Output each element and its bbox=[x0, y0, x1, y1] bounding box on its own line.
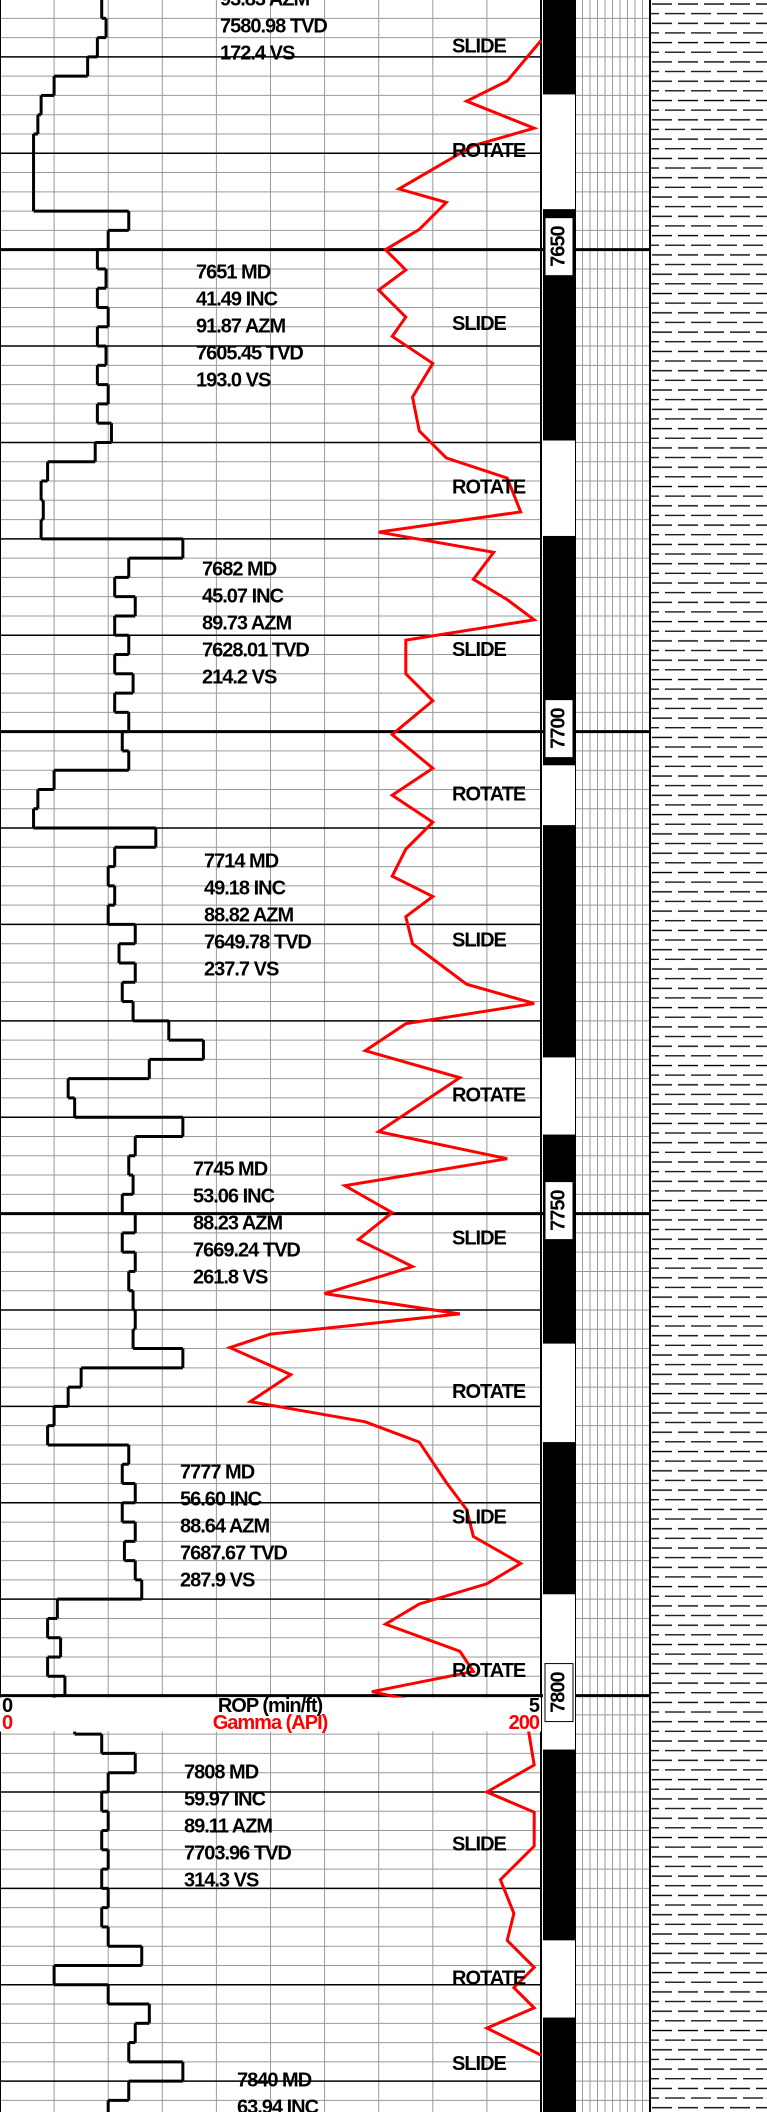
rop-title: ROP (min/ft) bbox=[218, 1695, 323, 1717]
survey-text: 7808 MD bbox=[184, 1761, 259, 1783]
survey-text: 7777 MD bbox=[180, 1461, 255, 1483]
activity-label: ROTATE bbox=[452, 1084, 526, 1106]
survey-text: 88.23 AZM bbox=[193, 1212, 283, 1234]
activity-bar bbox=[543, 94, 575, 210]
survey-text: 7628.01 TVD bbox=[202, 639, 309, 661]
survey-text: 63.94 INC bbox=[237, 2096, 319, 2112]
survey-text: 7649.78 TVD bbox=[204, 931, 311, 953]
activity-label: ROTATE bbox=[452, 477, 526, 499]
activity-label: SLIDE bbox=[452, 1833, 507, 1855]
survey-text: 7669.24 TVD bbox=[193, 1239, 300, 1261]
activity-label: ROTATE bbox=[452, 1381, 526, 1403]
activity-label: SLIDE bbox=[452, 313, 507, 335]
survey-text: 7745 MD bbox=[193, 1158, 268, 1180]
activity-label: SLIDE bbox=[452, 1227, 507, 1249]
survey-text: 56.60 INC bbox=[180, 1488, 262, 1510]
activity-label: ROTATE bbox=[452, 784, 526, 806]
rop-scale-max: 5 bbox=[529, 1695, 540, 1717]
activity-bar bbox=[543, 0, 575, 95]
depth-label-box bbox=[544, 699, 574, 759]
gamma-scale-max: 200 bbox=[509, 1712, 540, 1734]
survey-text: 7682 MD bbox=[202, 558, 277, 580]
survey-text: 7714 MD bbox=[204, 850, 279, 872]
depth-label: 7700 bbox=[547, 708, 569, 749]
survey-text: 93.83 AZM bbox=[220, 0, 310, 10]
survey-text: 193.0 VS bbox=[196, 369, 271, 391]
activity-label: SLIDE bbox=[452, 1506, 507, 1528]
survey-text: 7687.67 TVD bbox=[180, 1542, 287, 1564]
activity-bar bbox=[543, 440, 575, 536]
lithology-track bbox=[651, 0, 767, 2112]
survey-text: 41.49 INC bbox=[196, 288, 278, 310]
survey-text: 7580.98 TVD bbox=[220, 15, 327, 37]
depth-label-box bbox=[544, 217, 574, 277]
header-box bbox=[0, 1697, 541, 1732]
activity-bar bbox=[543, 1749, 575, 1941]
activity-label: SLIDE bbox=[452, 639, 507, 661]
activity-label: ROTATE bbox=[452, 1660, 526, 1682]
survey-text: 237.7 VS bbox=[204, 958, 279, 980]
depth-label: 7750 bbox=[547, 1189, 569, 1230]
survey-text: 88.64 AZM bbox=[180, 1515, 270, 1537]
survey-text: 7703.96 TVD bbox=[184, 1842, 291, 1864]
activity-label: SLIDE bbox=[452, 36, 507, 58]
depth-label-box bbox=[544, 1181, 574, 1241]
survey-text: 287.9 VS bbox=[180, 1569, 255, 1591]
depth-label-box bbox=[544, 1663, 574, 1723]
survey-text: 89.11 AZM bbox=[184, 1815, 272, 1837]
rop-scale-min: 0 bbox=[2, 1695, 13, 1717]
activity-label: ROTATE bbox=[452, 1967, 526, 1989]
activity-bar bbox=[543, 765, 575, 826]
gamma-curve bbox=[225, 39, 543, 2057]
survey-text: 172.4 VS bbox=[220, 42, 295, 64]
activity-label: SLIDE bbox=[452, 2053, 507, 2075]
survey-text: 7605.45 TVD bbox=[196, 342, 303, 364]
gamma-scale-min: 0 bbox=[2, 1712, 13, 1734]
gamma-title: Gamma (API) bbox=[213, 1712, 328, 1734]
survey-text: 314.3 VS bbox=[184, 1869, 259, 1891]
activity-bar bbox=[543, 1343, 575, 1443]
activity-bar bbox=[543, 825, 575, 1058]
activity-bar bbox=[543, 1057, 575, 1135]
survey-text: 91.87 AZM bbox=[196, 315, 286, 337]
survey-text: 7840 MD bbox=[237, 2069, 312, 2091]
survey-text: 49.18 INC bbox=[204, 877, 286, 899]
depth-label: 7800 bbox=[547, 1671, 569, 1712]
survey-text: 59.97 INC bbox=[184, 1788, 266, 1810]
activity-label: ROTATE bbox=[452, 140, 526, 162]
survey-text: 88.82 AZM bbox=[204, 904, 294, 926]
survey-text: 45.07 INC bbox=[202, 585, 284, 607]
activity-bar bbox=[543, 1442, 575, 1595]
activity-bar bbox=[543, 2017, 575, 2112]
survey-text: 53.06 INC bbox=[193, 1185, 275, 1207]
survey-text: 7651 MD bbox=[196, 261, 271, 283]
activity-bar bbox=[543, 1940, 575, 2018]
survey-text: 89.73 AZM bbox=[202, 612, 292, 634]
activity-label: SLIDE bbox=[452, 930, 507, 952]
survey-text: 214.2 VS bbox=[202, 666, 277, 688]
survey-text: 261.8 VS bbox=[193, 1266, 268, 1288]
depth-label: 7650 bbox=[547, 226, 569, 267]
